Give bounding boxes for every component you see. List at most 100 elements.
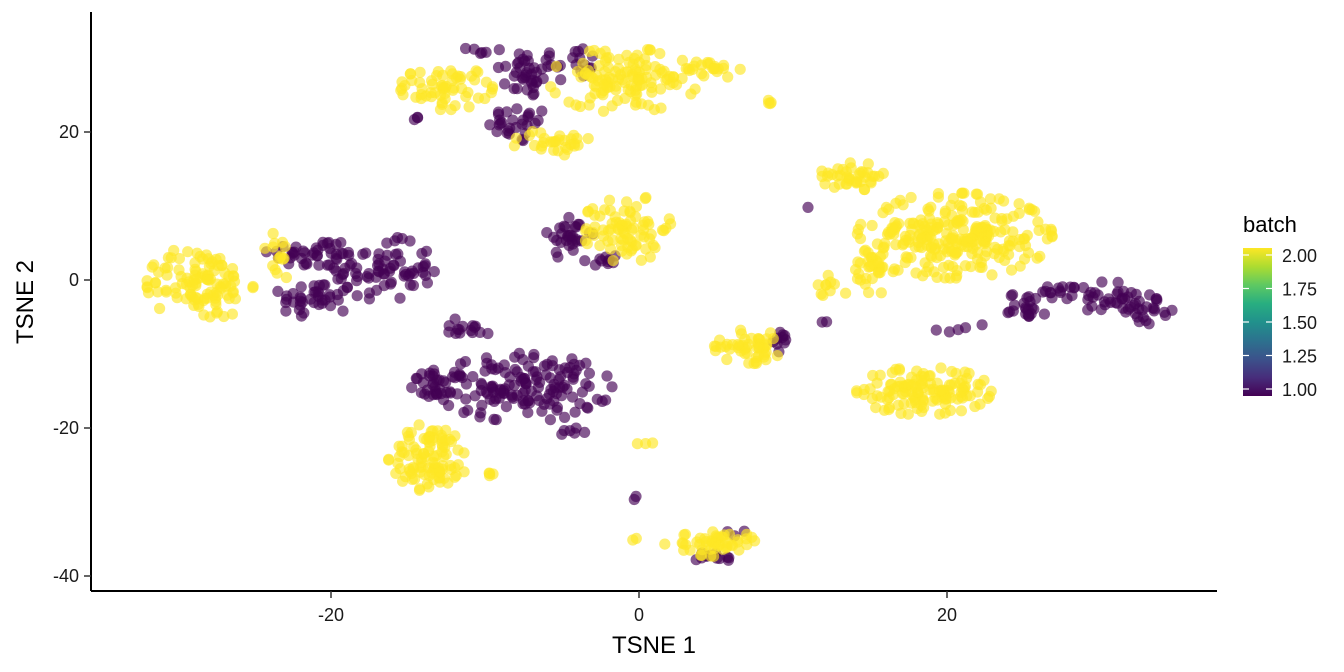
data-point <box>173 253 185 265</box>
data-point <box>930 324 942 336</box>
data-point <box>405 68 417 80</box>
data-point <box>582 133 594 145</box>
data-point <box>408 441 420 453</box>
data-point <box>890 363 902 375</box>
data-point <box>589 259 602 271</box>
data-point <box>1007 305 1019 317</box>
data-point <box>1026 204 1038 216</box>
data-point <box>944 404 957 417</box>
data-point <box>556 390 568 402</box>
data-point <box>1082 304 1094 316</box>
y-ticks: -40 -20 0 20 <box>53 122 91 586</box>
data-point <box>710 530 722 542</box>
data-point <box>974 379 987 391</box>
data-point <box>579 426 591 438</box>
data-point <box>580 225 592 237</box>
data-point <box>989 241 1001 253</box>
data-point <box>295 281 307 293</box>
data-point <box>1031 252 1043 264</box>
data-point <box>831 170 843 182</box>
data-point <box>525 75 537 87</box>
data-point <box>437 69 449 81</box>
data-point <box>379 255 391 267</box>
data-point <box>588 44 600 57</box>
data-point <box>854 274 867 286</box>
data-point <box>1013 198 1025 210</box>
data-point <box>956 187 968 199</box>
data-point <box>887 266 899 278</box>
data-point <box>390 467 402 479</box>
data-point <box>510 132 522 144</box>
data-point <box>546 360 559 372</box>
data-point <box>821 316 833 328</box>
data-point <box>715 341 727 353</box>
data-point <box>980 204 993 216</box>
data-point <box>857 166 869 179</box>
data-point <box>482 327 494 340</box>
data-point <box>492 61 505 74</box>
data-point <box>419 260 431 272</box>
data-point <box>1013 241 1026 253</box>
data-point <box>184 289 196 301</box>
data-point <box>553 374 565 386</box>
data-point <box>919 257 931 269</box>
data-point <box>187 279 199 291</box>
data-point <box>247 280 259 293</box>
data-point <box>169 282 182 294</box>
y-axis-title: TSNE 2 <box>12 260 39 344</box>
data-point <box>623 56 635 68</box>
data-point <box>579 255 591 267</box>
data-point <box>999 223 1011 236</box>
data-point <box>442 477 454 489</box>
data-point <box>655 83 667 95</box>
data-point <box>540 369 552 381</box>
data-point <box>279 241 291 253</box>
data-point <box>610 80 622 92</box>
data-point <box>463 101 475 113</box>
data-point <box>852 256 864 268</box>
data-point <box>406 382 418 394</box>
data-point <box>444 459 456 472</box>
data-point <box>287 247 299 259</box>
data-point <box>558 425 570 437</box>
data-point <box>476 399 488 411</box>
data-point <box>870 402 882 414</box>
data-point <box>404 279 416 291</box>
data-point <box>1023 310 1035 322</box>
data-point <box>734 63 746 75</box>
data-point <box>594 240 606 252</box>
data-point <box>802 201 814 213</box>
data-point <box>488 413 500 425</box>
data-point <box>280 271 292 284</box>
data-point <box>335 247 347 259</box>
x-tick-label: 20 <box>937 605 957 625</box>
data-point <box>547 385 560 397</box>
data-point <box>428 474 440 486</box>
data-point <box>896 387 908 400</box>
data-point <box>563 239 575 251</box>
data-point <box>414 483 426 495</box>
data-point <box>749 535 761 547</box>
legend-title: batch <box>1243 212 1297 237</box>
data-point <box>403 463 415 475</box>
data-point <box>488 395 500 407</box>
data-point <box>815 288 827 300</box>
data-point <box>566 353 578 365</box>
data-point <box>983 230 995 242</box>
data-point <box>564 361 576 374</box>
data-point <box>536 105 548 117</box>
data-point <box>679 528 692 540</box>
data-point <box>616 219 629 231</box>
data-point <box>1019 253 1031 265</box>
data-point <box>271 267 283 279</box>
data-point <box>941 228 953 240</box>
data-point <box>310 242 322 254</box>
data-point <box>880 201 893 213</box>
data-point <box>637 219 649 231</box>
data-point <box>1046 231 1058 243</box>
data-point <box>1038 308 1050 320</box>
data-point <box>579 235 592 247</box>
data-point <box>434 466 446 478</box>
data-point <box>644 251 656 263</box>
data-point <box>436 79 449 91</box>
